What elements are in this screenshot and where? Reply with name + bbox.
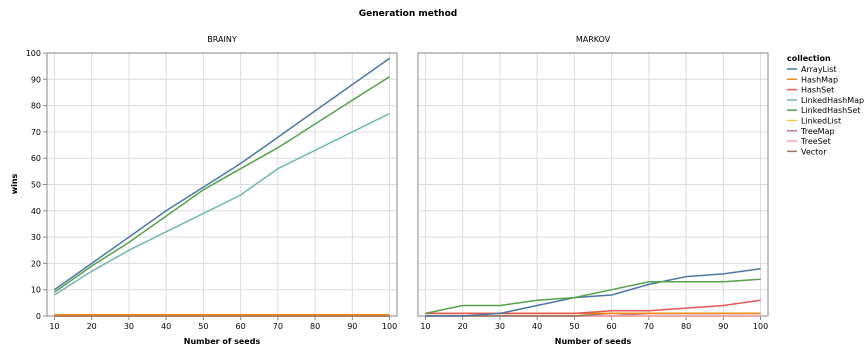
x-tick-label: 80 [310, 322, 320, 331]
legend-label: TreeMap [800, 127, 835, 136]
x-tick-label: 10 [420, 322, 430, 331]
x-tick-label: 100 [753, 322, 768, 331]
x-tick-label: 60 [236, 322, 246, 331]
y-tick-label: 50 [31, 181, 41, 190]
x-axis-title: Number of seeds [555, 337, 632, 346]
legend-item: ArrayList [787, 65, 837, 74]
legend-label: TreeSet [800, 137, 831, 146]
legend: collectionArrayListHashMapHashSetLinkedH… [787, 54, 864, 156]
x-tick-label: 50 [198, 322, 208, 331]
legend-label: ArrayList [801, 65, 837, 74]
legend-title: collection [787, 54, 831, 63]
y-tick-label: 10 [31, 286, 41, 295]
x-tick-label: 70 [644, 322, 654, 331]
panel-title: BRAINY [207, 35, 237, 44]
x-tick-label: 20 [458, 322, 468, 331]
x-tick-label: 30 [124, 322, 134, 331]
x-tick-label: 100 [382, 322, 397, 331]
y-tick-label: 60 [31, 154, 41, 163]
y-tick-label: 70 [31, 128, 41, 137]
x-tick-label: 70 [273, 322, 283, 331]
series-line-linkedhashset [425, 278, 761, 315]
y-tick-label: 20 [31, 259, 41, 268]
y-tick-label: 100 [26, 49, 41, 58]
x-tick-label: 30 [495, 322, 505, 331]
legend-label: HashMap [801, 75, 838, 84]
y-tick-label: 80 [31, 102, 41, 111]
legend-item: LinkedList [787, 117, 841, 126]
x-tick-label: 60 [607, 322, 617, 331]
x-tick-label: 80 [681, 322, 691, 331]
legend-label: LinkedHashMap [801, 96, 864, 105]
legend-item: TreeSet [787, 137, 831, 146]
series-line-arraylist [425, 267, 761, 317]
series-line-hashset [425, 299, 761, 315]
panel-markov: MARKOV 10 20 30 40 50 60 70 80 90 100 Number of see… [417, 35, 769, 346]
x-tick-label: 40 [161, 322, 171, 331]
legend-item: LinkedHashSet [787, 106, 860, 115]
y-tick-label: 0 [36, 312, 41, 321]
legend-label: Vector [801, 147, 827, 156]
legend-item: TreeMap [787, 127, 835, 136]
x-tick-label: 50 [569, 322, 579, 331]
x-axis-title: Number of seeds [184, 337, 261, 346]
legend-item: HashSet [787, 86, 834, 95]
series-line-linkedhashmap [53, 112, 390, 296]
legend-label: LinkedHashSet [801, 106, 860, 115]
series-line-linkedhashset [53, 76, 391, 293]
x-tick-label: 40 [532, 322, 542, 331]
legend-item: Vector [787, 147, 827, 156]
x-tick-label: 90 [718, 322, 728, 331]
legend-label: LinkedList [801, 117, 841, 126]
x-tick-label: 20 [87, 322, 97, 331]
y-axis-title: wins [10, 173, 19, 194]
series-line-arraylist [53, 57, 391, 291]
y-tick-label: 90 [31, 75, 41, 84]
panel-title: MARKOV [576, 35, 611, 44]
y-tick-label: 30 [31, 233, 41, 242]
chart-title: Generation method [359, 9, 457, 19]
legend-label: HashSet [801, 86, 834, 95]
legend-item: LinkedHashMap [787, 96, 864, 105]
panel-brainy: BRAINY 0 10 20 30 40 50 60 70 80 90 100 10 20 30 40 50 60… [26, 35, 398, 346]
y-tick-label: 40 [31, 207, 41, 216]
x-tick-label: 90 [347, 322, 357, 331]
x-tick-label: 10 [49, 322, 59, 331]
legend-item: HashMap [787, 75, 838, 84]
